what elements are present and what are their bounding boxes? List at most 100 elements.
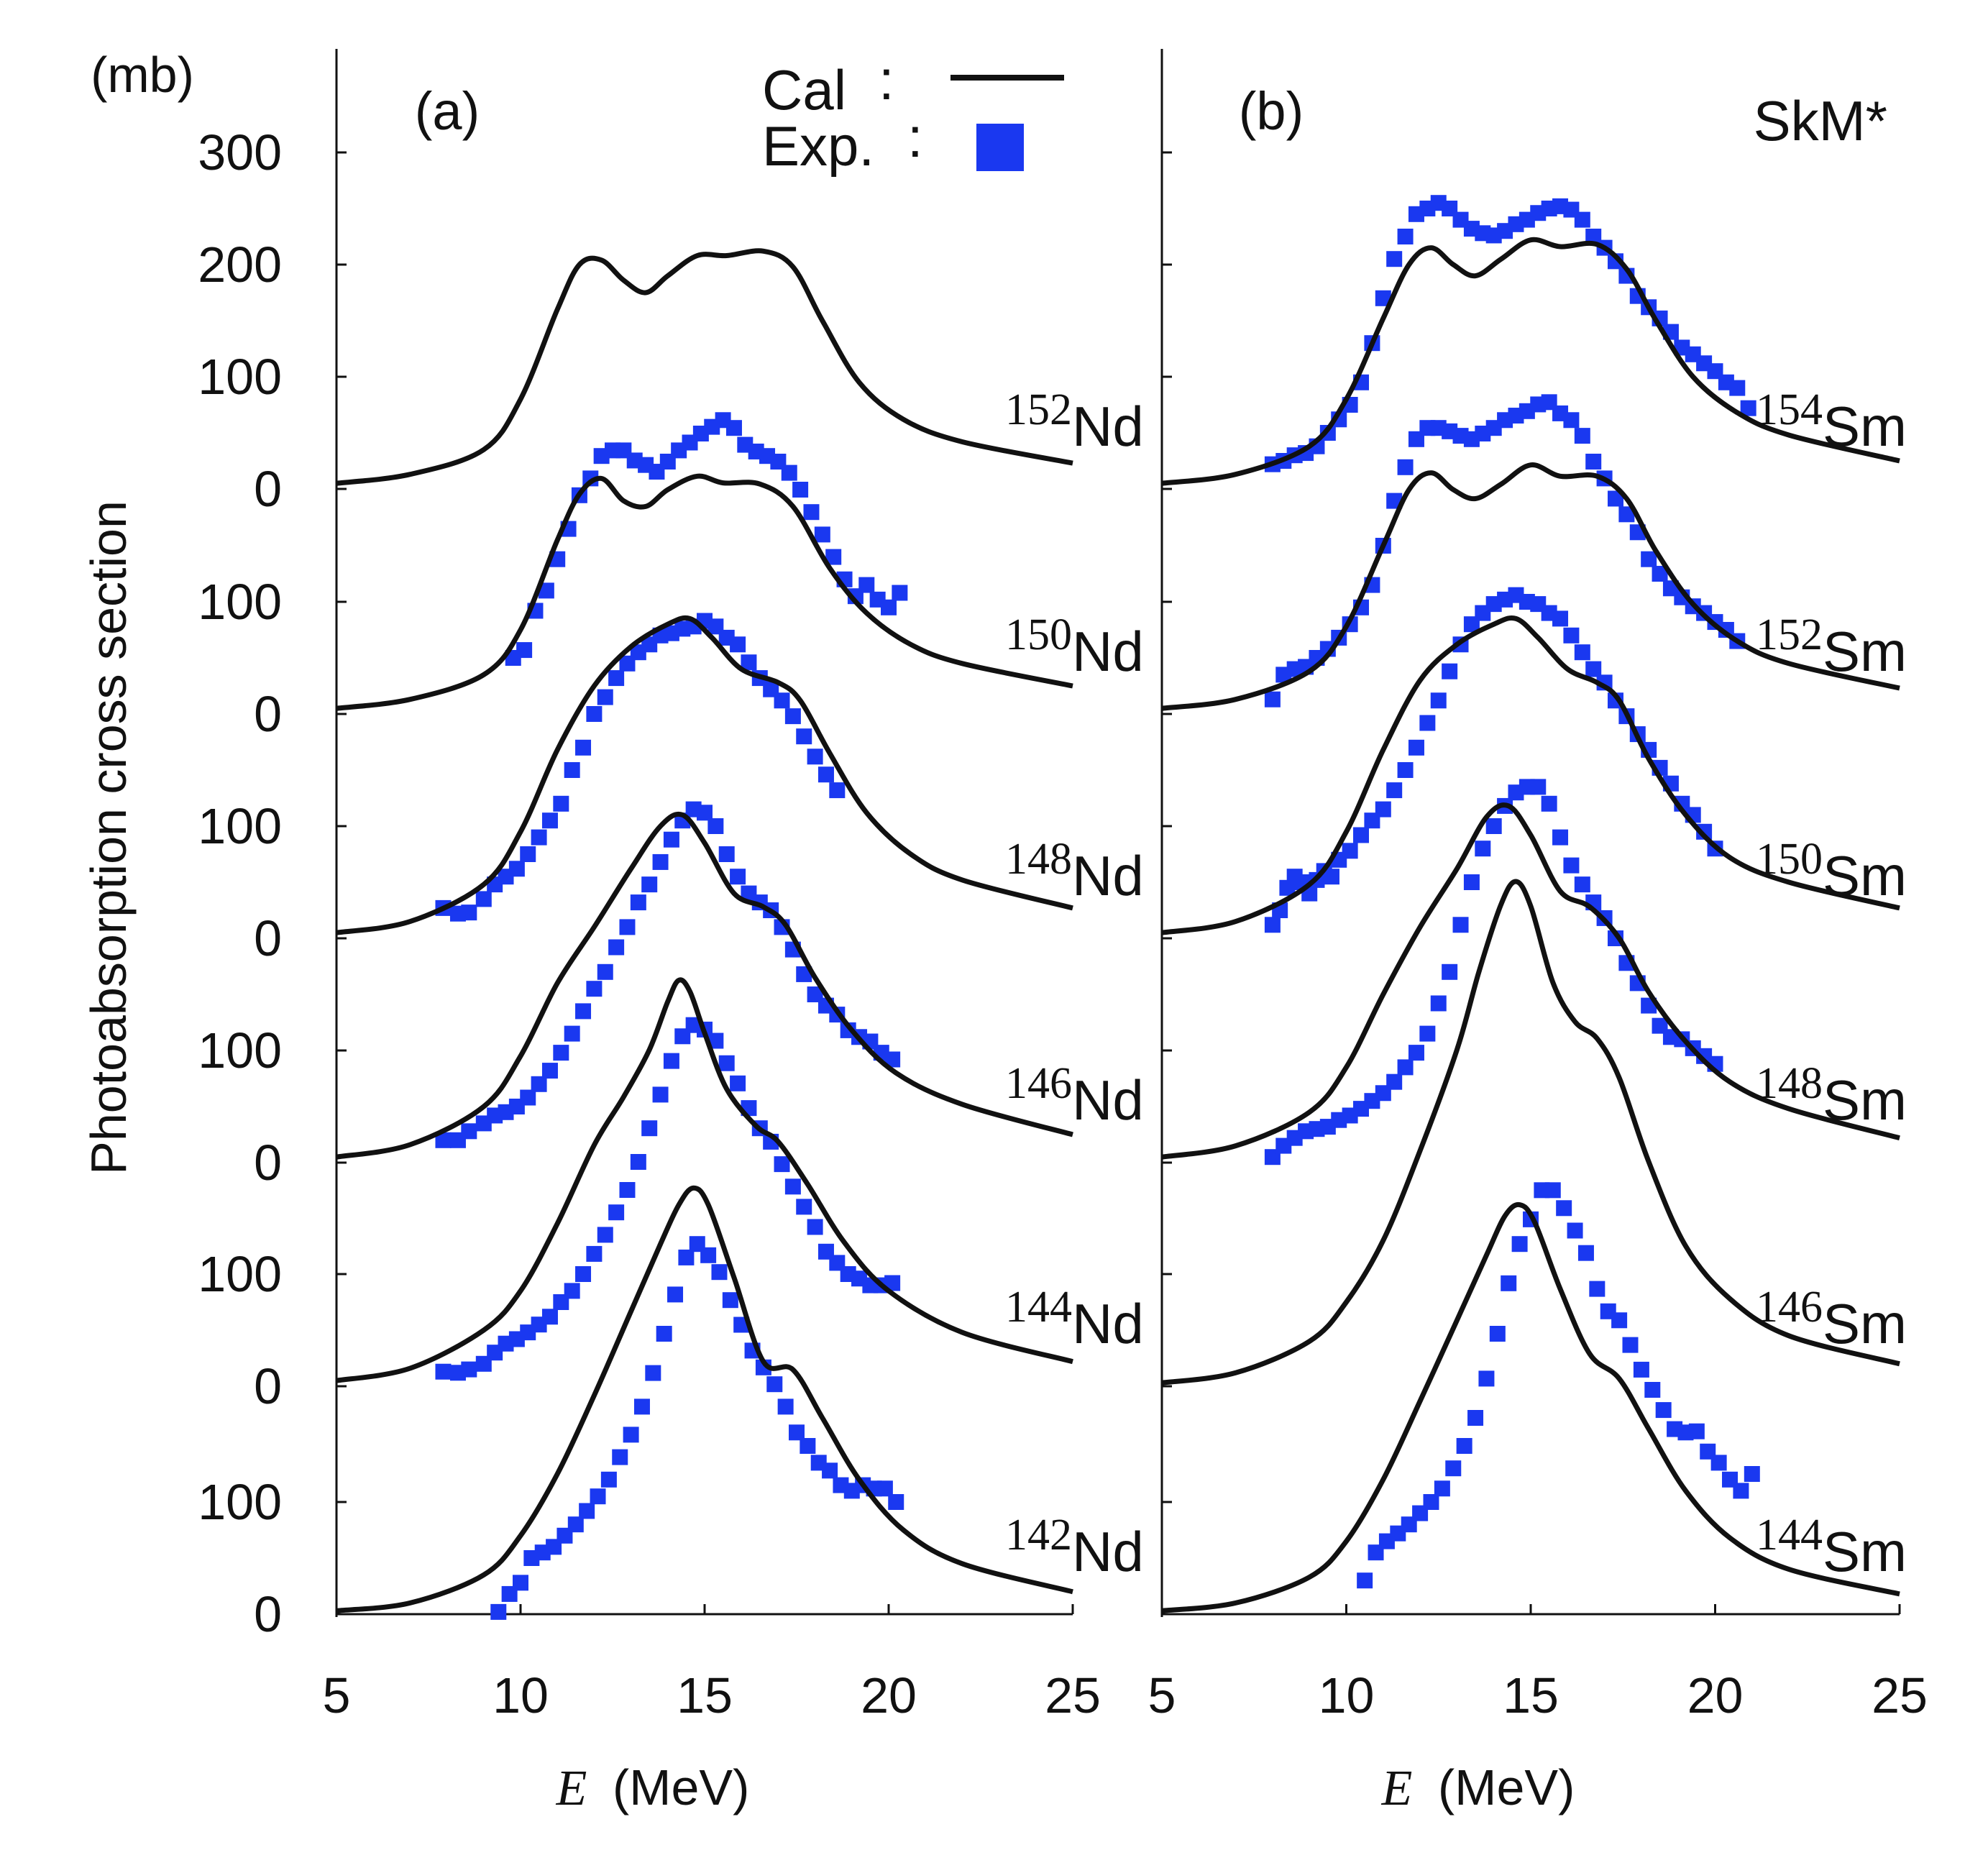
exp-point bbox=[608, 1204, 625, 1221]
exp-point bbox=[784, 708, 801, 725]
exp-point bbox=[1710, 1455, 1727, 1471]
y-tick-label: 300 bbox=[198, 124, 282, 180]
exp-point bbox=[1577, 1245, 1594, 1261]
cal-curve bbox=[336, 977, 1073, 1383]
exp-point bbox=[725, 420, 742, 436]
exp-point bbox=[807, 748, 823, 765]
exp-point bbox=[1733, 1483, 1749, 1499]
exp-point bbox=[792, 482, 809, 498]
legend: Cal : Exp. : bbox=[762, 48, 1064, 178]
exp-point bbox=[633, 1398, 650, 1415]
exp-point bbox=[597, 689, 613, 705]
isotope-element: Sm bbox=[1823, 844, 1907, 907]
x-tick-label: 10 bbox=[493, 1667, 549, 1723]
isotope-element: Nd bbox=[1072, 395, 1144, 458]
cal-curve bbox=[1161, 615, 1900, 935]
exp-point bbox=[1456, 1438, 1472, 1454]
exp-point bbox=[575, 1003, 592, 1020]
exp-point bbox=[508, 861, 525, 877]
exp-point bbox=[630, 1154, 646, 1170]
exp-point bbox=[884, 1051, 901, 1068]
exp-point bbox=[586, 706, 603, 722]
cal-curve bbox=[1161, 1201, 1900, 1613]
exp-point bbox=[711, 1264, 728, 1281]
exp-point bbox=[1574, 211, 1590, 228]
exp-point bbox=[513, 1575, 528, 1591]
series-144Nd: 144Nd bbox=[336, 977, 1144, 1383]
exp-point bbox=[803, 504, 820, 521]
x-axis-unit: (MeV) bbox=[613, 1759, 750, 1815]
exp-point bbox=[612, 1449, 628, 1465]
cal-curve bbox=[1161, 879, 1900, 1386]
series-148Nd: 148Nd bbox=[336, 613, 1144, 935]
series-142Nd: 142Nd bbox=[336, 1185, 1144, 1620]
exp-point bbox=[1541, 795, 1557, 812]
exp-point bbox=[697, 805, 713, 821]
exp-point bbox=[586, 1245, 603, 1262]
exp-point bbox=[461, 1361, 477, 1378]
exp-point bbox=[1408, 739, 1424, 756]
isotope-mass: 152 bbox=[1756, 610, 1823, 659]
exp-point bbox=[1567, 1222, 1583, 1239]
exp-point bbox=[1478, 1370, 1495, 1387]
series-146Nd: 146Nd bbox=[336, 801, 1144, 1160]
y-tick-label: 0 bbox=[254, 686, 282, 742]
panel-a: (a)5 10 15 20 253002001000100010001000100010… bbox=[198, 49, 1144, 1723]
exp-point bbox=[1585, 454, 1602, 470]
exp-point bbox=[1574, 644, 1590, 661]
exp-point bbox=[564, 1025, 580, 1042]
y-tick-label: 100 bbox=[198, 1474, 282, 1530]
exp-point bbox=[608, 670, 625, 687]
exp-point bbox=[553, 795, 569, 812]
exp-point bbox=[800, 1438, 816, 1454]
cal-curve bbox=[336, 615, 1073, 935]
isotope-label: 144Sm bbox=[1756, 1511, 1907, 1583]
exp-point bbox=[1585, 661, 1602, 677]
exp-point bbox=[575, 1266, 592, 1282]
exp-point bbox=[1408, 1045, 1424, 1061]
series-148Sm: 148Sm bbox=[1161, 779, 1907, 1166]
exp-point bbox=[718, 846, 735, 862]
exp-point bbox=[531, 1076, 547, 1092]
exp-point bbox=[1386, 1073, 1403, 1090]
exp-point bbox=[884, 1275, 901, 1291]
exp-point bbox=[1430, 692, 1447, 709]
exp-point bbox=[1544, 1182, 1561, 1199]
isotope-element: Nd bbox=[1072, 1292, 1144, 1355]
svg-text:E (MeV): E (MeV) bbox=[556, 1759, 750, 1816]
exp-point bbox=[652, 853, 669, 870]
exp-point bbox=[538, 582, 554, 599]
isotope-element: Nd bbox=[1072, 1520, 1144, 1583]
series-150Nd: 150Nd bbox=[336, 412, 1144, 711]
exp-point bbox=[490, 1603, 507, 1620]
exp-point bbox=[597, 1227, 613, 1243]
y-tick-label: 100 bbox=[198, 574, 282, 630]
legend-exp-colon: : bbox=[907, 106, 923, 169]
svg-text:E (MeV): E (MeV) bbox=[1381, 1759, 1575, 1816]
y-axis-title: Photoabsorption cross section bbox=[81, 500, 137, 1175]
exp-point bbox=[1563, 627, 1580, 644]
exp-point bbox=[541, 1063, 558, 1079]
exp-point bbox=[575, 739, 592, 756]
model-label: SkM* bbox=[1754, 89, 1887, 152]
panel-b: (b)5 10 15 20 25154Sm152Sm150Sm148Sm146Sm144… bbox=[1148, 49, 1928, 1723]
x-axis-symbol: E bbox=[1381, 1761, 1413, 1816]
exp-point bbox=[718, 1055, 735, 1071]
exp-point bbox=[1652, 566, 1668, 582]
cal-curve bbox=[336, 473, 1073, 711]
exp-point bbox=[531, 829, 547, 846]
exp-point bbox=[700, 1247, 717, 1263]
isotope-element: Sm bbox=[1823, 620, 1907, 683]
exp-point bbox=[722, 1292, 738, 1309]
exp-point bbox=[1452, 917, 1469, 933]
isotope-label: 148Sm bbox=[1756, 1059, 1907, 1132]
exp-point bbox=[730, 1075, 746, 1091]
series-152Sm: 152Sm bbox=[1161, 394, 1907, 711]
exp-point bbox=[1655, 1402, 1672, 1419]
exp-point bbox=[435, 1363, 452, 1380]
panel-label: (a) bbox=[415, 81, 480, 141]
exp-point bbox=[796, 1199, 812, 1215]
exp-point bbox=[520, 1089, 536, 1106]
exp-point bbox=[579, 1503, 595, 1519]
